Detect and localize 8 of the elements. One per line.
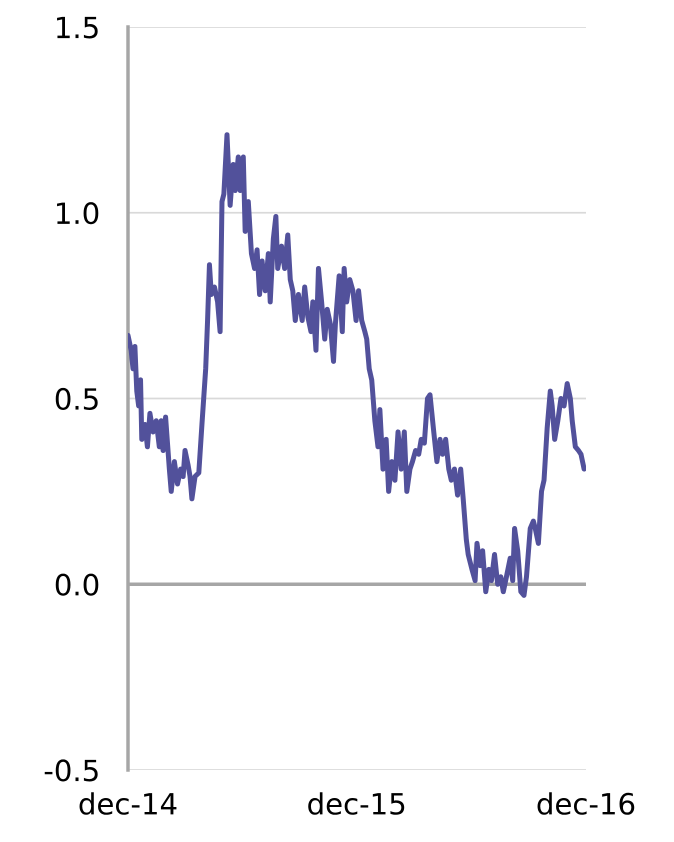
y-tick-label: 0.0 bbox=[56, 574, 98, 596]
y-tick-label: 1.5 bbox=[57, 16, 98, 38]
x-tick-label: dec-15 bbox=[308, 792, 404, 815]
y-tick-label: 1.0 bbox=[57, 202, 98, 224]
x-tick-label: dec-14 bbox=[80, 792, 176, 815]
x-tick-label: dec-16 bbox=[538, 792, 634, 815]
y-tick-label: 0.5 bbox=[56, 388, 98, 410]
y-tick-label: -0.5 bbox=[44, 759, 98, 782]
